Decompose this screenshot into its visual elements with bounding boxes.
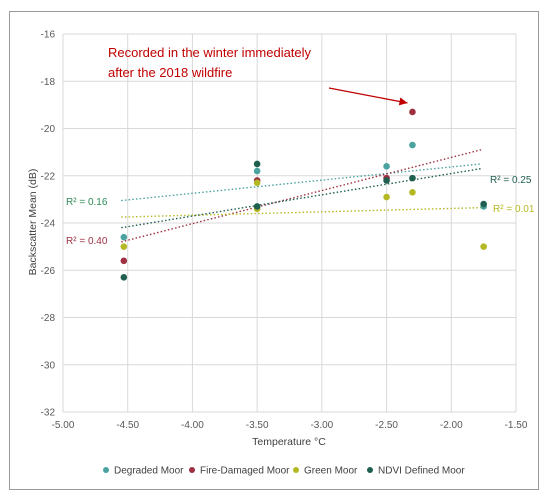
y-tick-label: -26 [41,266,56,277]
data-point [120,243,128,250]
x-tick-label: -2.00 [440,420,463,431]
trendline [121,163,482,202]
trendline [121,206,482,218]
y-tick-label: -24 [41,219,56,230]
gridlines [62,33,517,413]
r2-label: R² = 0.16 [66,197,108,208]
trendlines [121,149,482,243]
y-axis-title: Backscatter Mean (dB) [27,169,39,276]
legend: Degraded Moor Fire-Damaged Moor Green Moor… [103,466,465,477]
r2-label: R² = 0.40 [66,236,108,247]
y-tick-label: -16 [41,30,56,41]
x-axis-title: Temperature °C [252,436,326,448]
legend-marker [367,467,373,473]
data-point [120,274,128,281]
x-tick-label: -5.00 [52,420,75,431]
y-tick-label: -28 [41,313,56,324]
r2-label: R² = 0.01 [493,204,535,215]
y-tick-label: -18 [41,77,56,88]
trendline [121,167,482,229]
data-point [253,160,261,168]
data-point [383,163,390,170]
data-point [409,108,416,116]
data-point [409,174,416,182]
legend-marker [293,467,299,473]
annotation-line-2: after the 2018 wildfire [108,65,232,80]
data-point [253,167,261,175]
data-point [120,233,128,241]
annotation-line-1: Recorded in the winter immediately [108,45,312,60]
x-tick-label: -1.50 [505,420,528,431]
annotation-arrow-head [398,97,408,106]
data-point [253,179,261,187]
tick-labels: -5.00 -4.50 -4.00 -3.50 -3.00 -2.50 -2.00 -1.50… [41,30,528,432]
y-tick-label: -22 [41,171,56,182]
data-point [120,257,128,265]
x-tick-label: -4.50 [116,420,139,431]
data-point [253,203,261,210]
data-point [383,193,390,201]
r2-label: R² = 0.25 [490,175,532,186]
annotation-arrow-line [328,87,408,104]
r2-labels: R² = 0.16 R² = 0.40 R² = 0.01 R² = 0.25 [66,175,535,247]
legend-marker [103,467,109,473]
legend-label: Degraded Moor [114,466,184,477]
x-tick-label: -3.50 [246,420,269,431]
data-point [383,177,390,184]
y-tick-label: -30 [41,360,56,371]
x-tick-label: -3.00 [310,420,333,431]
x-tick-label: -2.50 [375,420,398,431]
trendline [121,149,482,243]
data-point [409,141,416,149]
data-point [480,200,487,208]
y-tick-label: -32 [41,408,56,419]
x-tick-label: -4.00 [181,420,204,431]
data-points [120,108,487,281]
data-point [480,243,487,250]
legend-label: NDVI Defined Moor [378,466,465,477]
annotation: Recorded in the winter immediately after… [108,45,408,106]
legend-marker [189,467,195,473]
y-tick-label: -20 [41,124,56,135]
legend-label: Fire-Damaged Moor [200,466,290,477]
data-point [409,188,416,196]
legend-label: Green Moor [304,466,358,477]
chart-frame [9,11,539,490]
